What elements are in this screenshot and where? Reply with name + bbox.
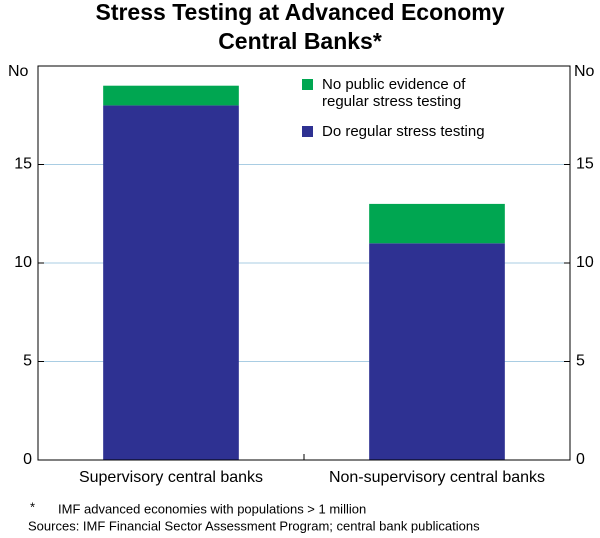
y2-tick-label: 5 xyxy=(576,353,585,370)
x-tick-label: Non-supervisory central banks xyxy=(329,469,545,486)
y-tick-label: 10 xyxy=(14,254,32,271)
y-tick-label: 0 xyxy=(23,451,32,468)
bar-segment xyxy=(369,243,505,460)
bar-segment xyxy=(369,203,505,244)
legend-swatch xyxy=(302,79,313,90)
y-axis-label: No xyxy=(8,63,29,80)
legend-swatch xyxy=(302,126,313,137)
y2-tick-label: 15 xyxy=(576,156,594,173)
legend-label: Do regular stress testing xyxy=(322,123,485,140)
footnote: Sources: IMF Financial Sector Assessment… xyxy=(28,518,480,533)
chart-title: Stress Testing at Advanced Economy xyxy=(95,0,504,25)
legend-label: No public evidence of regular stress tes… xyxy=(322,76,466,110)
bar-segment xyxy=(103,105,239,461)
y-tick-label: 5 xyxy=(23,353,32,370)
y2-tick-label: 10 xyxy=(576,254,594,271)
y2-tick-label: 0 xyxy=(576,451,585,468)
plot-frame xyxy=(37,65,571,461)
x-tick-label: Supervisory central banks xyxy=(79,469,263,486)
bar-segment xyxy=(103,85,239,106)
y-tick-label: 15 xyxy=(14,156,32,173)
y2-axis-label: No xyxy=(574,63,595,80)
footnote-marker: * xyxy=(30,499,35,514)
chart-title: Central Banks* xyxy=(218,28,382,54)
footnote: IMF advanced economies with populations … xyxy=(58,501,366,516)
